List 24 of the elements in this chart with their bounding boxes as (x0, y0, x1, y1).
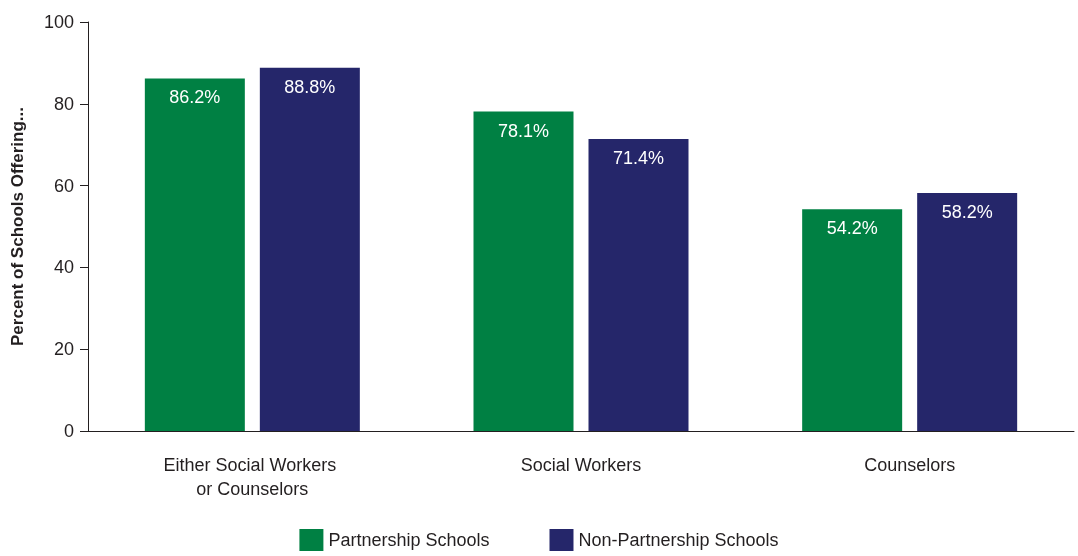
y-tick-label: 80 (53, 93, 74, 114)
y-tick-label: 60 (53, 175, 74, 196)
legend-label: Non-Partnership Schools (578, 530, 779, 550)
data-label: 54.2% (826, 218, 878, 239)
data-label: 86.2% (169, 87, 221, 108)
x-tick-label: Either Social Workers or Counselors (163, 455, 342, 499)
y-tick-label: 100 (43, 12, 74, 32)
y-tick-label: 20 (53, 339, 74, 360)
bar (588, 138, 689, 431)
bar (473, 111, 574, 431)
bar (144, 78, 245, 431)
data-label: 88.8% (284, 76, 336, 97)
y-tick-label: 40 (53, 257, 74, 278)
bar (917, 192, 1018, 431)
bar (259, 67, 360, 431)
y-axis-title: Percent of Schools Offering... (8, 107, 27, 346)
bar (802, 209, 903, 431)
data-label: 71.4% (612, 147, 665, 168)
data-label: 78.1% (497, 120, 550, 141)
y-tick-label: 0 (63, 421, 74, 441)
x-tick-label: Counselors (864, 455, 956, 475)
data-label: 58.2% (941, 201, 993, 222)
legend-label: Partnership Schools (328, 530, 490, 550)
x-tick-label: Social Workers (520, 455, 642, 475)
